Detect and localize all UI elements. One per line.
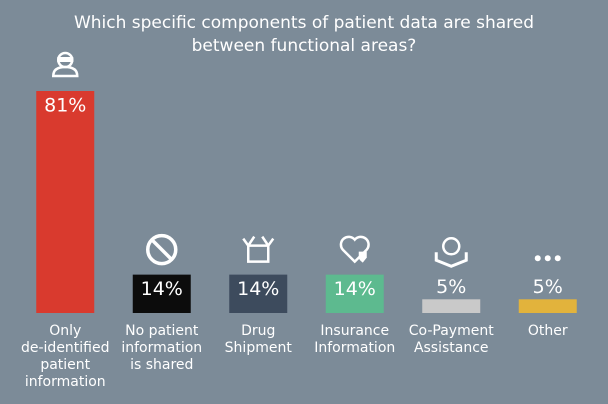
- x-tick-label: Information: [314, 340, 395, 356]
- value-label: 81%: [44, 95, 86, 117]
- x-tick-label: is shared: [130, 357, 193, 373]
- x-tick-label: Assistance: [414, 340, 489, 356]
- x-tick-label: de-identified: [21, 340, 110, 356]
- x-tick-label: Shipment: [225, 340, 293, 356]
- icon-part: [242, 235, 275, 263]
- x-tick-label: information: [121, 340, 202, 356]
- value-label: 5%: [436, 276, 466, 298]
- x-tick-label: No patient: [125, 323, 199, 339]
- bar: [325, 274, 384, 313]
- icon-part: [339, 235, 370, 264]
- bar: [132, 274, 191, 313]
- icon-part: [51, 65, 79, 78]
- icon: [51, 51, 79, 78]
- icon: [242, 235, 275, 263]
- icon: [434, 237, 468, 268]
- icon-part: [150, 238, 173, 261]
- x-tick-label: information: [25, 374, 106, 390]
- bar: [229, 274, 288, 313]
- value-label: 5%: [533, 276, 563, 298]
- value-label: 14%: [141, 278, 183, 300]
- icon-part: [554, 255, 561, 262]
- x-tick-label: Co-Payment: [409, 323, 494, 339]
- icon-part: [534, 255, 541, 262]
- bar: [36, 91, 95, 313]
- icon-part: [442, 237, 461, 256]
- bar: [518, 299, 577, 313]
- icon: [534, 255, 561, 262]
- icon: [339, 235, 370, 264]
- chart-title: Which specific components of patient dat…: [73, 13, 535, 56]
- value-label: 14%: [237, 278, 279, 300]
- icon-part: [146, 233, 178, 266]
- x-tick-label: Insurance: [320, 323, 389, 339]
- bar: [422, 299, 481, 313]
- x-tick-label: Only: [49, 323, 81, 339]
- x-tick-label: Drug: [241, 323, 275, 339]
- icon-part: [544, 255, 551, 262]
- icon-part: [57, 57, 74, 62]
- icon: [146, 233, 178, 266]
- icon-part: [358, 251, 367, 263]
- x-tick-label: Other: [528, 323, 568, 339]
- icon-part: [434, 252, 468, 268]
- value-label: 14%: [334, 278, 376, 300]
- x-tick-label: patient: [40, 357, 90, 373]
